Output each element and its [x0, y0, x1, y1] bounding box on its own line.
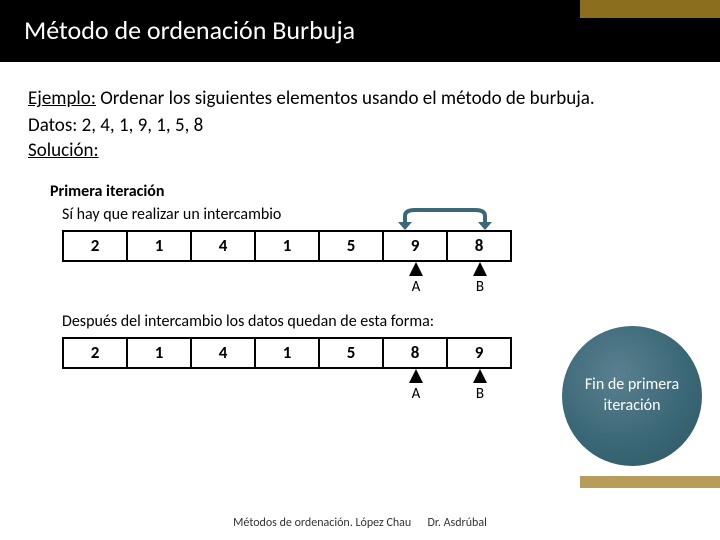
pointers-before: A B	[62, 262, 692, 306]
footer-left: Métodos de ordenación. López Chau	[233, 516, 411, 530]
footer-accent	[580, 476, 720, 488]
header-bar: Método de ordenación Burbuja	[0, 0, 720, 62]
example-desc: Ejemplo: Ordenar los siguientes elemento…	[28, 86, 692, 112]
triangle-up-icon	[409, 369, 423, 383]
array-after: 2 1 4 1 5 8 9	[62, 337, 512, 369]
cell: 4	[191, 231, 255, 261]
pointer-a: A	[406, 262, 426, 296]
datos-line: Datos: 2, 4, 1, 9, 1, 5, 8	[28, 114, 692, 137]
end-iteration-text: Fin de primera iteración	[572, 375, 692, 417]
cell: 2	[63, 338, 127, 368]
example-label: Ejemplo:	[28, 87, 96, 110]
triangle-up-icon	[473, 262, 487, 276]
after-swap-text: Después del intercambio los datos quedan…	[62, 312, 692, 331]
cell: 5	[319, 338, 383, 368]
cell: 1	[127, 231, 191, 261]
example-text: Ordenar los siguientes elementos usando …	[96, 87, 595, 110]
cell: 9	[447, 338, 511, 368]
footer: Métodos de ordenación. López Chau Dr. As…	[0, 516, 720, 530]
pointer-a-label: A	[406, 278, 426, 296]
cell: 4	[191, 338, 255, 368]
pointer-b: B	[470, 262, 490, 296]
cell: 8	[383, 338, 447, 368]
pointer-a: A	[406, 369, 426, 403]
cell: 2	[63, 231, 127, 261]
cell: 5	[319, 231, 383, 261]
pointer-b: B	[470, 369, 490, 403]
cell: 1	[255, 338, 319, 368]
pointer-b-label: B	[470, 278, 490, 296]
array-before: 2 1 4 1 5 9 8	[62, 230, 512, 262]
cell: 1	[127, 338, 191, 368]
swap-arrow-icon	[390, 206, 500, 230]
header-accent	[580, 0, 720, 18]
solucion-label: Solución:	[28, 139, 692, 162]
triangle-up-icon	[409, 262, 423, 276]
array-before-wrap: 2 1 4 1 5 9 8	[62, 230, 692, 262]
pointer-a-label: A	[406, 385, 426, 403]
triangle-up-icon	[473, 369, 487, 383]
cell: 8	[447, 231, 511, 261]
end-iteration-badge: Fin de primera iteración	[562, 326, 702, 466]
cell: 1	[255, 231, 319, 261]
footer-right: Dr. Asdrúbal	[427, 516, 486, 530]
cell: 9	[383, 231, 447, 261]
iteration-label: Primera iteración	[50, 182, 692, 201]
pointer-b-label: B	[470, 385, 490, 403]
swap-label: Sí hay que realizar un intercambio	[62, 205, 692, 224]
